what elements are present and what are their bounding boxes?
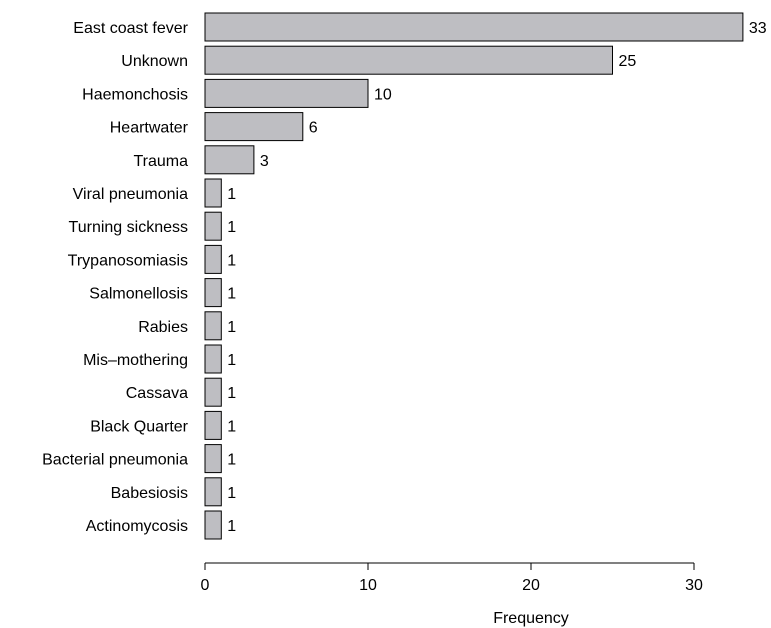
category-label: Turning sickness [69, 219, 188, 236]
category-label: Black Quarter [90, 418, 188, 435]
x-axis-title: Frequency [493, 610, 569, 627]
bar [204, 178, 222, 208]
x-tick-label: 30 [685, 577, 703, 594]
bar [204, 278, 222, 308]
bar-value-label: 1 [227, 286, 236, 303]
bar [204, 477, 222, 507]
bar-value-label: 1 [227, 518, 236, 535]
category-label: Haemonchosis [82, 86, 188, 103]
category-label: Salmonellosis [89, 286, 188, 303]
bar-value-label: 1 [227, 319, 236, 336]
bar [204, 211, 222, 241]
x-tick-label: 10 [359, 577, 377, 594]
bar-value-label: 1 [227, 385, 236, 402]
bar-value-labels: 33 25 10 6 3 1 1 1 1 1 1 1 1 1 1 1 [227, 20, 766, 535]
bar-value-label: 1 [227, 452, 236, 469]
bar-value-label: 1 [227, 219, 236, 236]
category-label: East coast fever [73, 20, 188, 37]
category-label: Actinomycosis [86, 518, 188, 535]
x-tick-label: 20 [522, 577, 540, 594]
bar [204, 45, 613, 75]
bar-value-label: 3 [260, 153, 269, 170]
category-label: Bacterial pneumonia [42, 452, 188, 469]
bar [204, 377, 222, 407]
category-label: Unknown [121, 53, 188, 70]
category-labels: East coast fever Unknown Haemonchosis Heart… [42, 20, 189, 535]
bar-value-label: 33 [749, 20, 767, 37]
category-label: Babesiosis [111, 485, 188, 502]
category-label: Rabies [138, 319, 188, 336]
bar-value-label: 1 [227, 252, 236, 269]
category-label: Viral pneumonia [73, 186, 188, 203]
bar [204, 311, 222, 341]
bar-value-label: 10 [374, 86, 392, 103]
bar [204, 78, 369, 108]
bar [204, 112, 304, 142]
bar-value-label: 1 [227, 485, 236, 502]
bars [204, 12, 744, 540]
bar-value-label: 1 [227, 418, 236, 435]
category-label: Heartwater [110, 120, 189, 137]
bar-value-label: 25 [619, 53, 637, 70]
bar [204, 344, 222, 374]
x-axis: 0 10 20 30 [201, 562, 703, 594]
category-label: Trypanosomiasis [68, 252, 188, 269]
category-label: Trauma [133, 153, 188, 170]
bar-value-label: 1 [227, 186, 236, 203]
x-ticks: 0 10 20 30 [201, 563, 703, 594]
bar-value-label: 1 [227, 352, 236, 369]
bar [204, 410, 222, 440]
category-label: Cassava [126, 385, 188, 402]
bar-value-label: 6 [309, 120, 318, 137]
bar [204, 145, 255, 175]
bar [204, 244, 222, 274]
category-label: Mis–mothering [83, 352, 188, 369]
bar [204, 444, 222, 474]
x-tick-label: 0 [201, 577, 210, 594]
bar [204, 510, 222, 540]
bar [204, 12, 744, 42]
